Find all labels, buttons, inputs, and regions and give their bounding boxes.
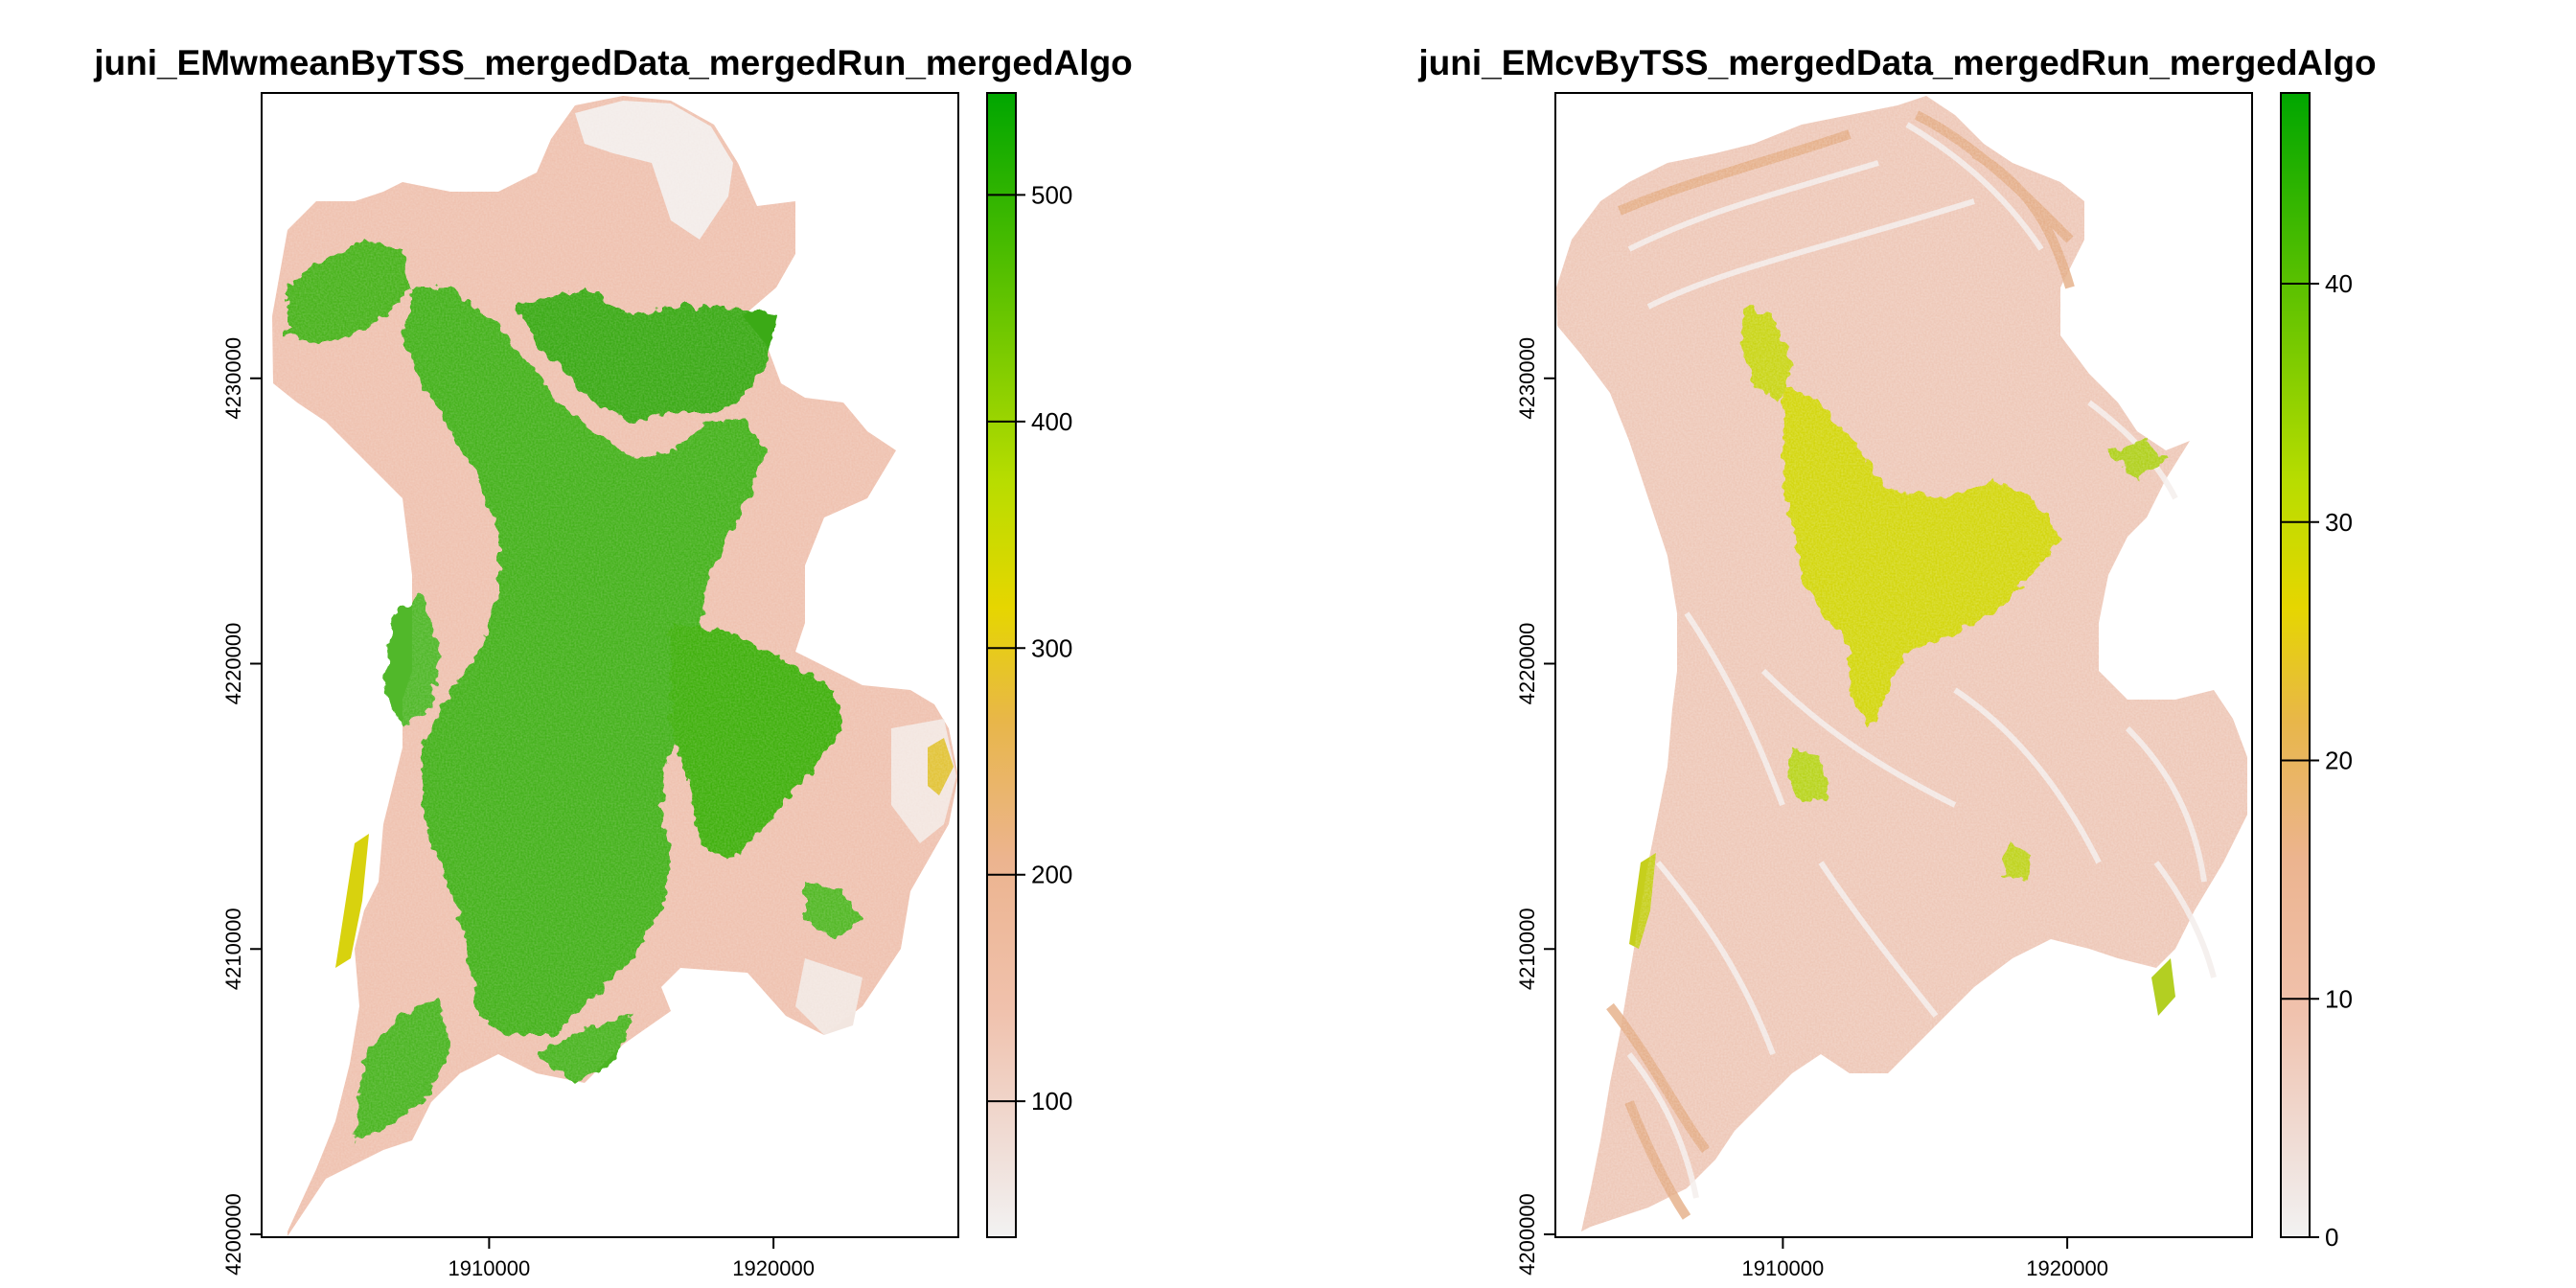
x-tick-label: 1920000 — [2026, 1256, 2108, 1280]
colorbar-tick-label: 40 — [2325, 269, 2353, 298]
colorbar-tick-label: 500 — [1031, 180, 1072, 209]
raster-map — [272, 96, 958, 1236]
y-tick-label: 4220000 — [221, 623, 245, 705]
plot-frame — [1554, 92, 2253, 1238]
colorbar-tick-label: 200 — [1031, 861, 1072, 889]
mid-value-ridge — [335, 834, 369, 968]
study-area-grain — [272, 96, 958, 1236]
y-tick-label: 4210000 — [1515, 908, 1539, 990]
x-tick-label: 1910000 — [1742, 1256, 1825, 1280]
colorbar-tick-label: 20 — [2325, 747, 2353, 775]
study-area-grain — [1556, 96, 2247, 1231]
chart-panel-mean: juni_EMwmeanByTSS_mergedData_mergedRun_m… — [93, 43, 1133, 1280]
chart-panel-cv: juni_EMcvByTSS_mergedData_mergedRun_merg… — [1417, 43, 2376, 1280]
colorbar — [2280, 92, 2311, 1238]
raster-map — [1556, 96, 2247, 1231]
colorbar — [986, 92, 1017, 1238]
y-tick-label: 4200000 — [221, 1193, 245, 1276]
y-tick-label: 4200000 — [1515, 1193, 1539, 1276]
colorbar-tick-label: 100 — [1031, 1087, 1072, 1116]
colorbar-ticks: 100 200 300 400 500 — [987, 180, 1072, 1116]
y-tick-label: 4210000 — [221, 908, 245, 990]
y-tick-label: 4230000 — [221, 337, 245, 420]
x-tick-label: 1920000 — [732, 1256, 815, 1280]
chart-title: juni_EMwmeanByTSS_mergedData_mergedRun_m… — [93, 43, 1133, 82]
y-tick-label: 4230000 — [1515, 337, 1539, 420]
axis-ticks: 1910000 1920000 4200000 4210000 4220000 42300… — [1515, 337, 2108, 1280]
colorbar-tick-label: 30 — [2325, 508, 2353, 537]
colorbar-tick-label: 300 — [1031, 633, 1072, 662]
plot-frame — [261, 92, 959, 1238]
colorbar-tick-label: 10 — [2325, 984, 2353, 1013]
y-tick-label: 4220000 — [1515, 623, 1539, 705]
colorbar-tick-label: 400 — [1031, 407, 1072, 436]
high-cv-ridge — [2151, 958, 2175, 1016]
colorbar-tick-label: 0 — [2325, 1223, 2338, 1252]
axis-ticks: 1910000 1920000 4200000 4210000 4220000 42300… — [221, 337, 815, 1280]
x-tick-label: 1910000 — [448, 1256, 531, 1280]
chart-title: juni_EMcvByTSS_mergedData_mergedRun_merg… — [1417, 43, 2376, 82]
colorbar-ticks: 0 10 20 30 40 — [2281, 269, 2353, 1252]
